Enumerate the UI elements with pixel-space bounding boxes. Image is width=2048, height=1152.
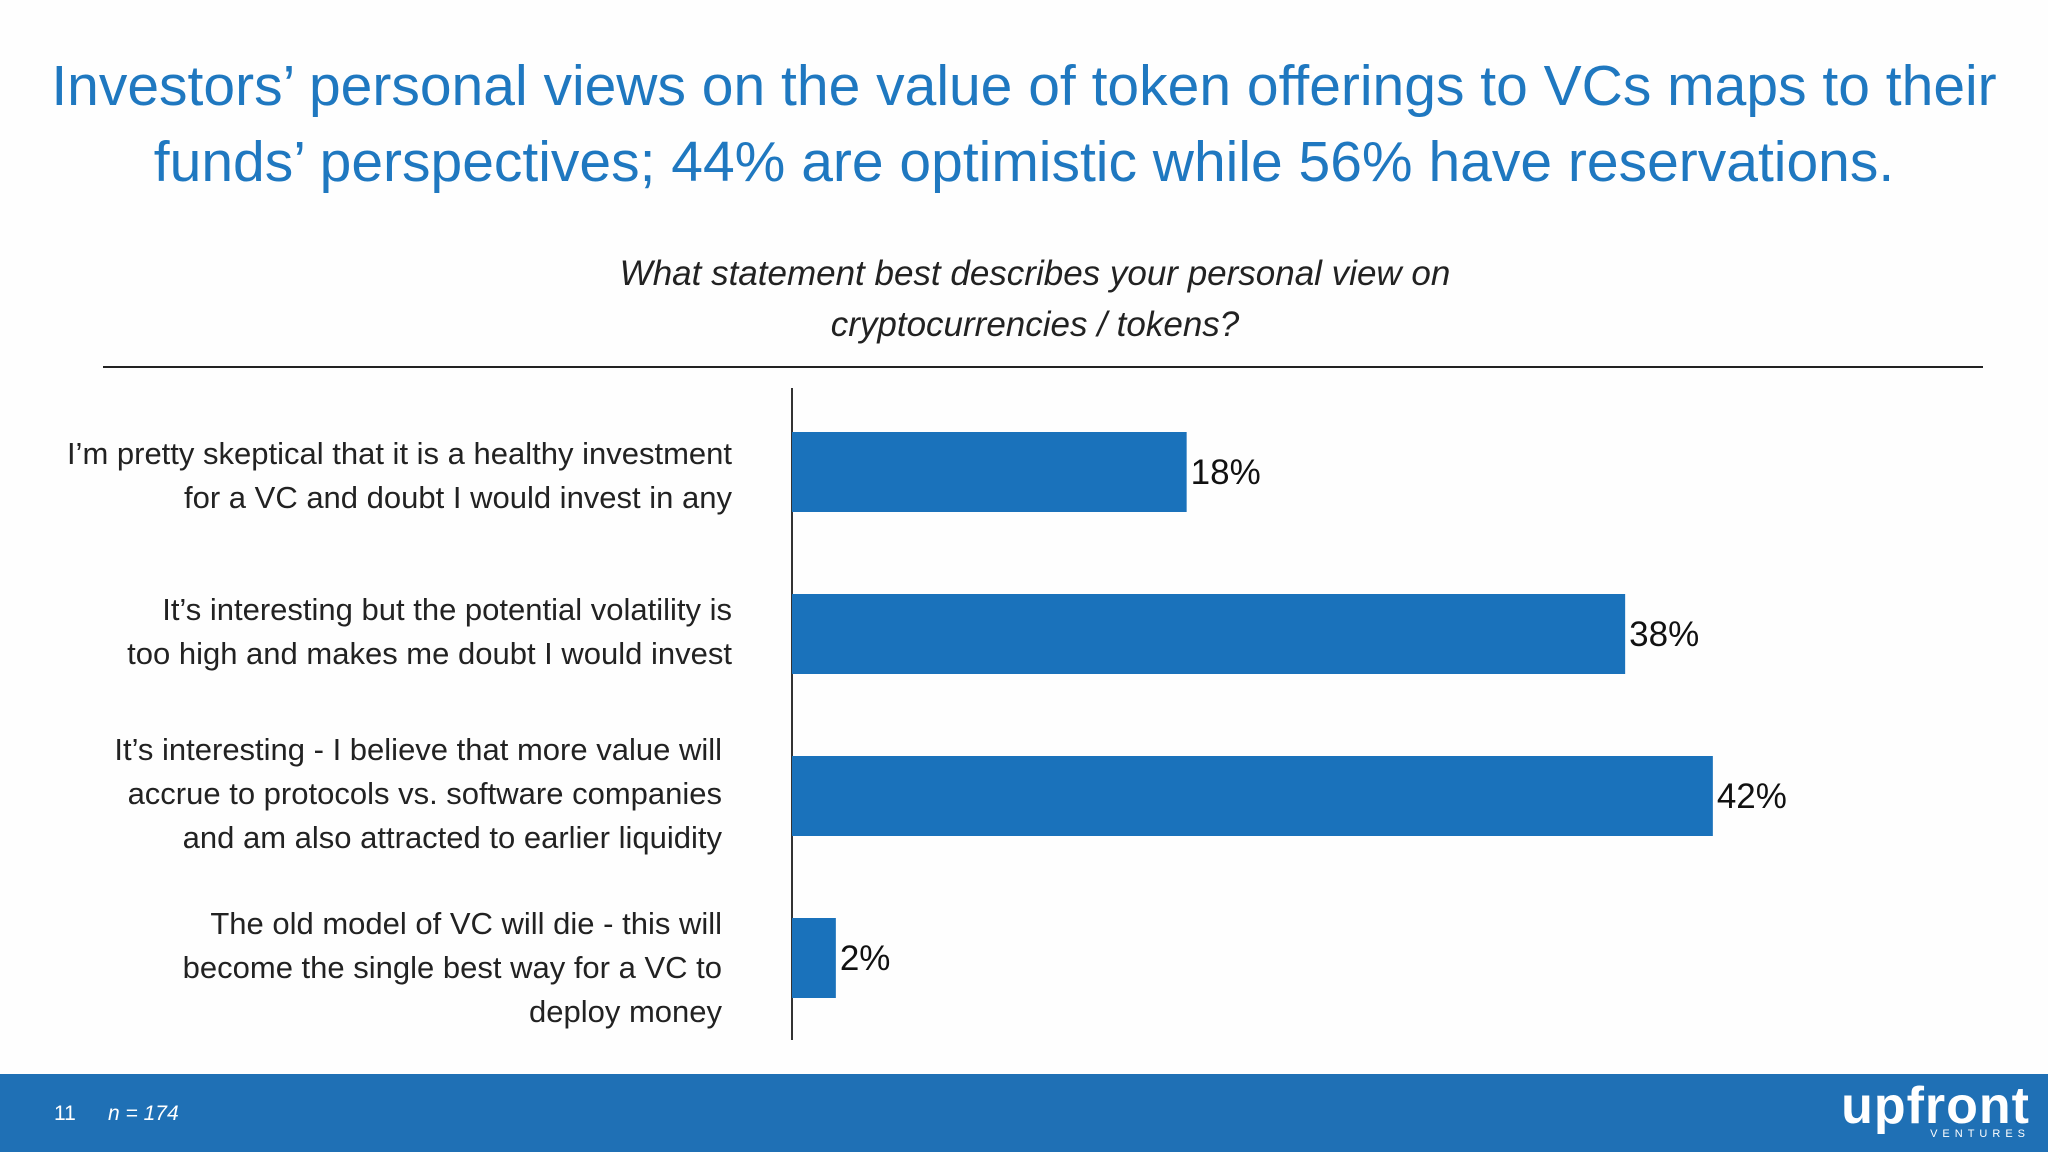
category-label-line: The old model of VC will die - this will [210, 906, 722, 941]
category-label-1: I’m pretty skeptical that it is a health… [12, 432, 732, 520]
category-label-line: deploy money [528, 994, 722, 1029]
category-label-line: I’m pretty skeptical that it is a health… [66, 436, 732, 471]
category-label-line: accrue to protocols vs. software compani… [127, 776, 722, 811]
sample-size-note: n = 174 [108, 1102, 179, 1125]
page-number: 11 [54, 1102, 76, 1125]
category-label-line: too high and makes me doubt I would inve… [127, 636, 732, 671]
logo-wordmark: upfront [1841, 1077, 2030, 1135]
page-title: Investors’ personal views on the value o… [51, 54, 1997, 194]
header-divider [103, 366, 1983, 368]
category-label-line: become the single best way for a VC to [182, 950, 722, 985]
survey-question: What statement best describes your perso… [440, 248, 1630, 350]
category-label-line: and am also attracted to earlier liquidi… [182, 820, 722, 855]
data-label-4: 2% [840, 939, 891, 978]
data-label-1: 18% [1191, 453, 1261, 492]
category-label-4: The old model of VC will die - this will… [2, 902, 722, 1034]
survey-question-line-2: cryptocurrencies / tokens? [830, 305, 1240, 344]
category-label-3: It’s interesting - I believe that more v… [2, 728, 722, 860]
category-label-line: It’s interesting but the potential volat… [162, 592, 732, 627]
footer-bar: 11 n = 174 upfront VENTURES [0, 1074, 2048, 1152]
survey-question-line-1: What statement best describes your perso… [619, 254, 1451, 293]
logo-subtitle: VENTURES [1930, 1128, 2030, 1140]
data-label-2: 38% [1629, 615, 1699, 654]
category-label-line: for a VC and doubt I would invest in any [184, 480, 732, 515]
bar-3 [792, 756, 1713, 836]
data-label-3: 42% [1717, 777, 1787, 816]
bar-4 [792, 918, 836, 998]
bar-2 [792, 594, 1626, 674]
category-label-line: It’s interesting - I believe that more v… [114, 732, 722, 767]
upfront-logo: upfront VENTURES [1841, 1078, 2030, 1140]
category-label-2: It’s interesting but the potential volat… [12, 588, 732, 676]
bar-1 [792, 432, 1187, 512]
